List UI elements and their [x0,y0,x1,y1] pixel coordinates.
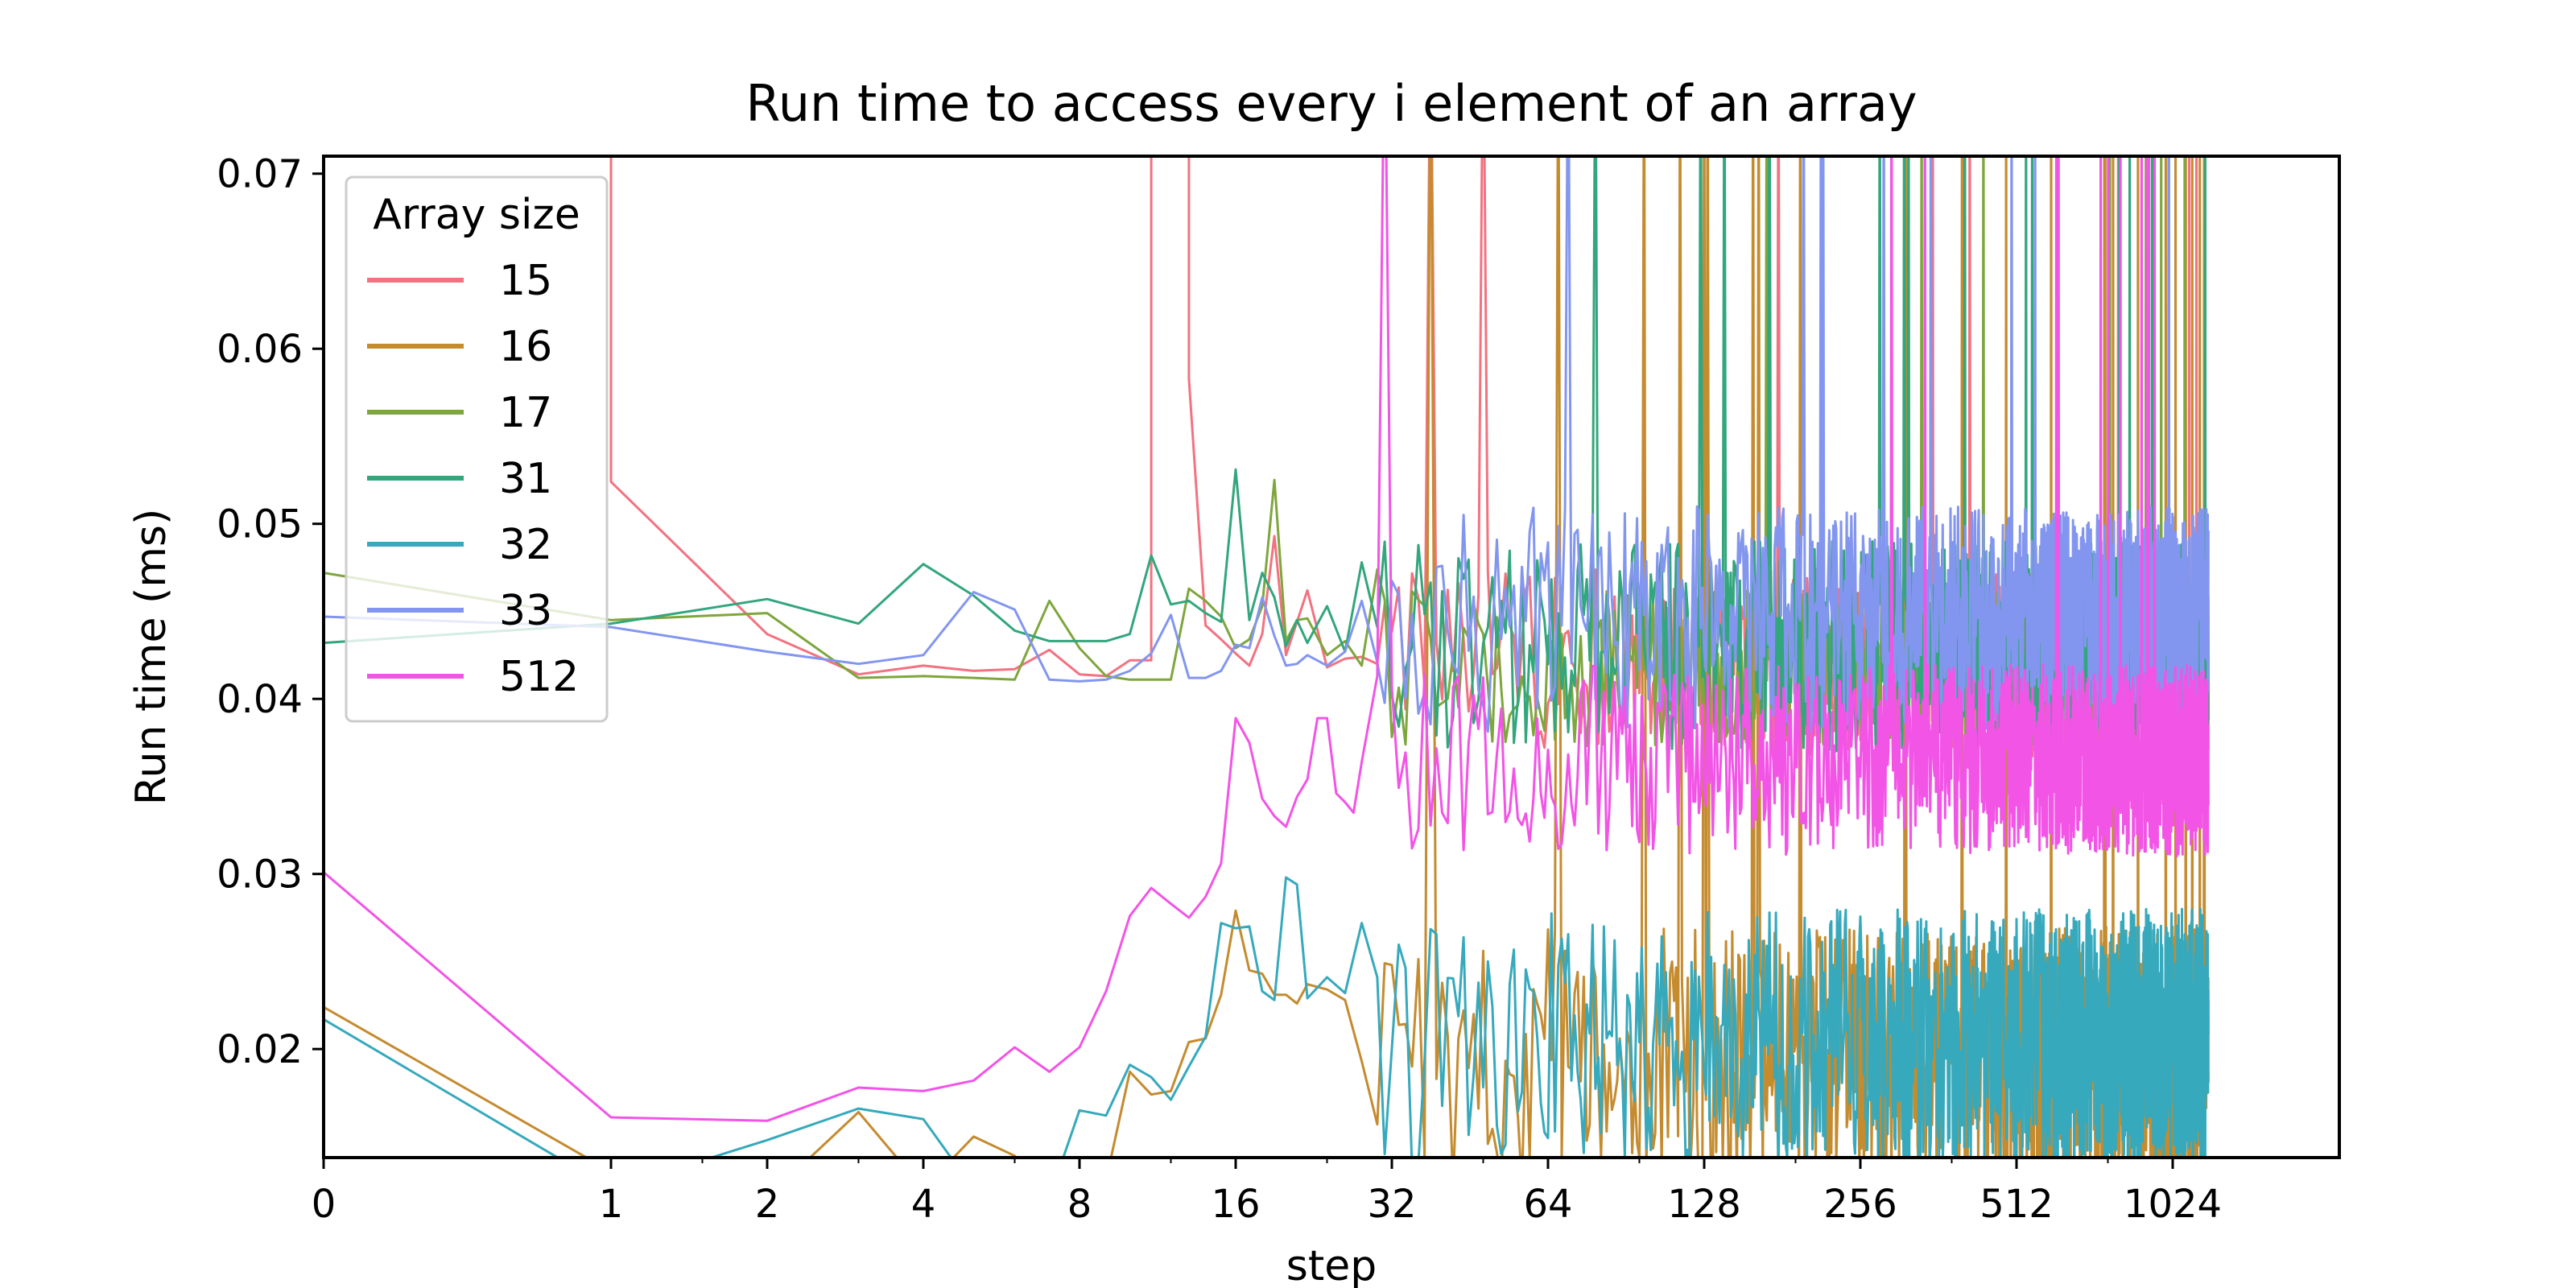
x-tick-label: 128 [1667,1182,1741,1227]
series-layer [324,156,2210,1158]
y-tick-label: 0.02 [217,1027,303,1072]
x-axis-label: step [1286,1242,1377,1288]
x-tick-label: 64 [1523,1182,1572,1227]
chart-title: Run time to access every i element of an… [745,74,1917,133]
legend-label-16: 16 [499,323,552,371]
x-tick-label: 4 [911,1182,936,1227]
legend-label-512: 512 [499,653,579,701]
x-tick-label: 8 [1067,1182,1092,1227]
y-tick-label: 0.03 [217,852,303,898]
legend-title: Array size [373,191,580,239]
legend-label-17: 17 [499,389,552,437]
x-tick-label: 1 [599,1182,624,1227]
legend: Array size 15 16 17 31 32 33 512 [345,175,609,723]
x-tick-label: 512 [1979,1182,2054,1227]
legend-label-32: 32 [499,521,552,569]
y-axis-label: Run time (ms) [127,509,175,806]
x-tick-label: 1024 [2124,1182,2222,1227]
x-tick-label: 16 [1211,1182,1260,1227]
x-tick-label: 2 [755,1182,780,1227]
x-tick-label: 0 [312,1182,336,1227]
legend-box [345,175,609,723]
plot-frame [322,155,2341,1159]
series-line-512 [324,156,2210,1122]
y-tick-label: 0.06 [217,327,303,372]
legend-label-31: 31 [499,455,552,503]
x-tick-label: 256 [1823,1182,1897,1227]
y-tick-label: 0.04 [217,677,303,722]
legend-label-33: 33 [499,587,552,635]
legend-label-15: 15 [499,257,552,305]
x-axis-ticks: 0 1 2 4 8 16 32 64 128 256 512 1024 [312,1158,2222,1227]
series-line-33 [324,156,2210,735]
series-line-32 [324,876,2210,1158]
y-axis-ticks: 0.02 0.03 0.04 0.05 0.06 0.07 [217,152,324,1072]
y-tick-label: 0.07 [217,152,303,197]
x-tick-label: 32 [1367,1182,1416,1227]
y-tick-label: 0.05 [217,502,303,547]
